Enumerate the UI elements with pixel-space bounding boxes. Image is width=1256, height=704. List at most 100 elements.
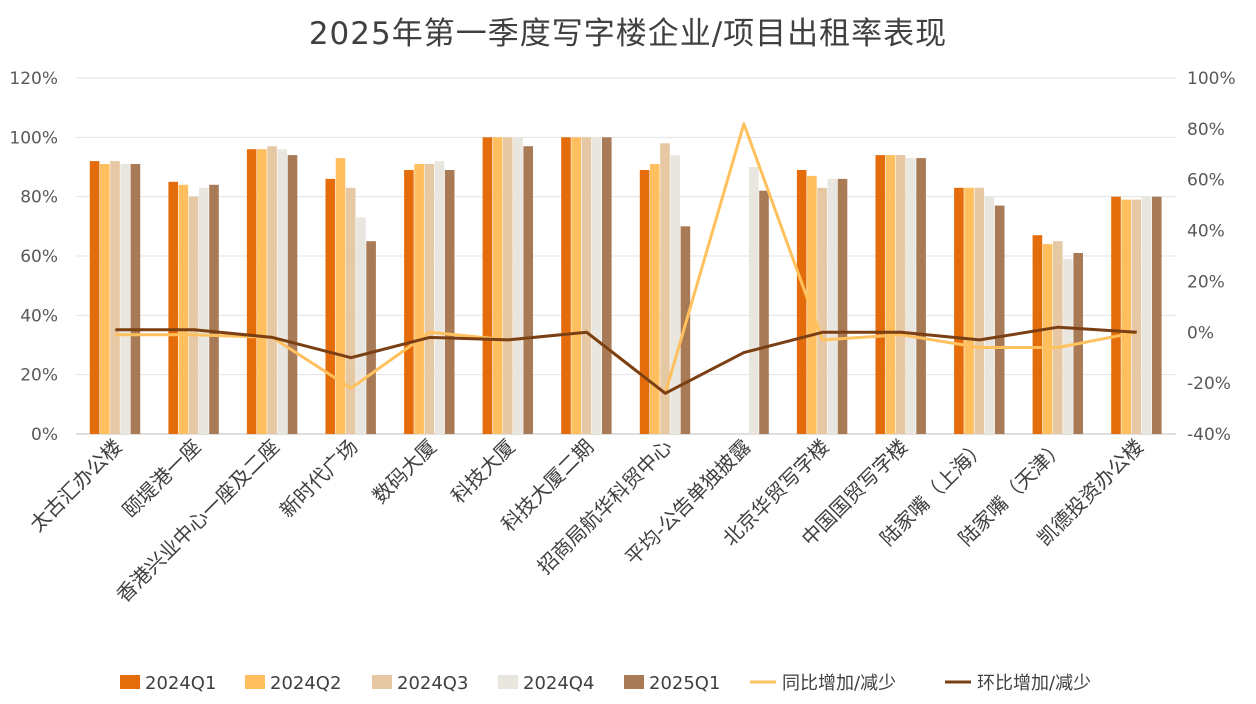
bar-2024Q2 (178, 184, 189, 434)
bar-2024Q4 (199, 187, 209, 434)
bar-2024Q3 (974, 187, 985, 434)
bar-2024Q2 (257, 149, 267, 434)
bar-2024Q3 (188, 196, 199, 434)
bar-2024Q1 (404, 170, 414, 434)
bar-2024Q2 (1042, 244, 1053, 434)
bar-2024Q1 (89, 161, 100, 434)
legend-swatch-2024Q4 (498, 675, 518, 689)
bar-2024Q2 (964, 187, 974, 434)
bar-2024Q4 (277, 149, 288, 434)
bar-2024Q1 (954, 187, 964, 434)
bar-2024Q3 (345, 187, 356, 434)
legend-label: 同比增加/减少 (782, 673, 896, 694)
y-left-tick-label: 100% (9, 128, 58, 148)
legend-label: 2024Q1 (145, 673, 216, 694)
y-left-tick-label: 0% (31, 425, 58, 445)
y-right-tick-label: 80% (1187, 120, 1225, 140)
bar-2024Q3 (581, 137, 592, 435)
bar-2024Q3 (110, 161, 120, 434)
bar-2024Q4 (906, 158, 916, 434)
bar-2025Q1 (523, 146, 533, 434)
bar-2024Q2 (571, 137, 581, 435)
bar-2025Q1 (444, 170, 455, 434)
bar-2024Q2 (100, 164, 110, 434)
bar-2025Q1 (209, 184, 219, 434)
bar-2024Q3 (267, 146, 277, 434)
legend-label: 2025Q1 (649, 673, 720, 694)
x-category-label: 科技大厦 (446, 435, 520, 509)
bar-2025Q1 (366, 241, 376, 434)
bar-2024Q2 (807, 175, 817, 434)
bar-2024Q4 (749, 167, 759, 434)
bar-2024Q3 (660, 143, 670, 435)
bar-2024Q3 (817, 187, 827, 434)
bar-2025Q1 (130, 164, 141, 434)
y-left-tick-label: 60% (20, 247, 58, 267)
bar-2024Q1 (246, 149, 257, 434)
legend-swatch-2024Q2 (245, 675, 265, 689)
bar-2025Q1 (680, 226, 691, 434)
bar-2024Q4 (670, 155, 680, 434)
legend-label: 2024Q4 (523, 673, 594, 694)
x-category-label: 新时代广场 (275, 435, 363, 523)
legend-swatch-2024Q3 (372, 675, 392, 689)
y-left-tick-label: 20% (20, 366, 58, 386)
bar-2024Q4 (591, 137, 602, 435)
bar-2024Q1 (168, 181, 178, 434)
bar-2024Q3 (424, 164, 435, 434)
bar-2024Q1 (482, 137, 493, 435)
bar-2024Q4 (827, 178, 838, 434)
bar-2024Q4 (984, 196, 995, 434)
bar-2024Q2 (885, 155, 896, 434)
y-right-tick-label: 100% (1187, 69, 1236, 89)
bar-2024Q1 (561, 137, 571, 435)
legend-swatch-2025Q1 (624, 675, 644, 689)
bar-2025Q1 (837, 178, 848, 434)
y-left-tick-label: 40% (20, 306, 58, 326)
bar-2024Q2 (1121, 199, 1131, 434)
x-category-label: 招商局航华科贸中心 (533, 435, 677, 579)
bar-2024Q1 (796, 170, 807, 434)
legend-label: 环比增加/减少 (977, 673, 1091, 694)
y-right-tick-label: -40% (1187, 425, 1231, 445)
bar-2025Q1 (916, 158, 926, 434)
bar-2024Q3 (1131, 199, 1142, 434)
chart-title: 2025年第一季度写字楼企业/项目出租率表现 (308, 16, 948, 52)
line-环比增加/减少 (115, 325, 1137, 395)
bar-2024Q2 (414, 164, 424, 434)
bar-2024Q1 (325, 178, 336, 434)
bar-2024Q2 (492, 137, 503, 435)
x-category-label: 数码大厦 (368, 435, 442, 509)
bar-2024Q1 (875, 155, 886, 434)
y-right-tick-label: 40% (1187, 222, 1225, 242)
y-right-tick-label: 20% (1187, 272, 1225, 292)
bar-2024Q2 (335, 158, 346, 434)
legend-label: 2024Q2 (270, 673, 341, 694)
bar-2024Q1 (639, 170, 650, 434)
x-category-label: 太古汇办公楼 (25, 435, 127, 537)
y-right-tick-label: 60% (1187, 171, 1225, 191)
bar-2024Q3 (895, 155, 906, 434)
bar-2025Q1 (759, 190, 769, 434)
bar-2024Q4 (120, 164, 130, 434)
x-category-label: 香港兴业中心一座及二座 (111, 435, 284, 608)
bar-2024Q4 (356, 217, 366, 434)
legend-label: 2024Q3 (397, 673, 468, 694)
y-left-tick-label: 80% (20, 188, 58, 208)
bar-2024Q1 (1032, 235, 1043, 434)
legend-swatch-2024Q1 (120, 675, 140, 689)
bar-2024Q2 (650, 164, 660, 434)
y-left-tick-label: 120% (9, 69, 58, 89)
bar-2024Q3 (503, 137, 513, 435)
bar-2025Q1 (1152, 196, 1162, 434)
bar-2024Q4 (513, 137, 523, 435)
bar-2025Q1 (602, 137, 612, 435)
bar-2025Q1 (287, 155, 298, 434)
y-right-tick-label: -20% (1187, 374, 1231, 394)
bar-2024Q3 (1053, 241, 1063, 434)
bar-2024Q4 (1141, 196, 1152, 434)
bar-2025Q1 (994, 205, 1005, 434)
bar-2024Q1 (1111, 196, 1121, 434)
